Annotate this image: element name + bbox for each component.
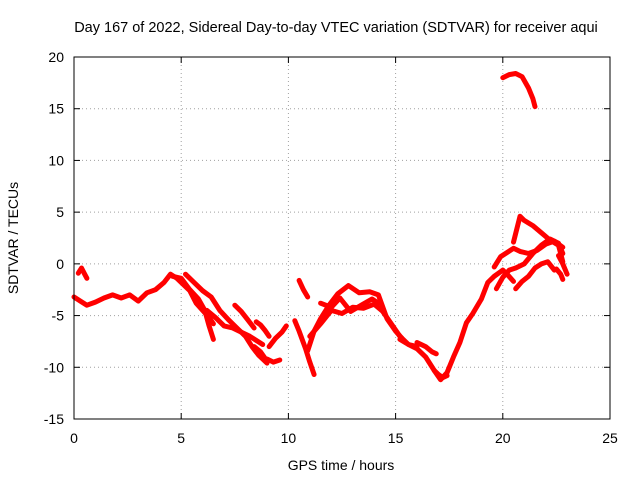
x-axis-label: GPS time / hours	[288, 457, 395, 473]
x-tick-label: 25	[602, 430, 618, 446]
y-tick-label: -15	[44, 411, 64, 427]
y-tick-label: 15	[48, 101, 64, 117]
chart-title: Day 167 of 2022, Sidereal Day-to-day VTE…	[74, 20, 598, 36]
y-axis-label: SDTVAR / TECUs	[5, 182, 21, 294]
series-track-11	[292, 318, 317, 377]
series-track-9	[264, 356, 283, 365]
x-tick-label: 5	[177, 430, 185, 446]
series-track-7	[253, 319, 272, 339]
x-tick-label: 15	[388, 430, 404, 446]
series-track-18	[431, 367, 450, 381]
y-tick-label: 0	[56, 256, 64, 272]
series-track-2	[75, 265, 90, 281]
y-tick-label: -10	[44, 359, 64, 375]
series-track-24	[553, 266, 566, 282]
x-tick-label: 0	[70, 430, 78, 446]
y-tick-label: -5	[52, 308, 65, 324]
x-tick-label: 20	[495, 430, 511, 446]
y-tick-label: 5	[56, 204, 64, 220]
series-track-3	[170, 273, 216, 342]
plot-frame	[73, 56, 611, 420]
x-tick-label: 10	[281, 430, 297, 446]
series-track-10	[266, 323, 289, 350]
y-tick-label: 10	[48, 152, 64, 168]
series-track-5	[204, 307, 266, 347]
series-track-1	[71, 271, 216, 327]
series-track-23	[556, 253, 570, 277]
y-axis-ticks: -15 -10 -5 0 5 10 15 20	[44, 49, 610, 427]
series-track-22	[513, 259, 557, 292]
data-series	[71, 71, 570, 383]
series-track-6	[232, 302, 257, 331]
series-track-16	[397, 267, 516, 383]
y-tick-label: 20	[48, 49, 64, 65]
series-track-17	[414, 340, 439, 357]
series-track-21	[511, 213, 566, 265]
series-track-19	[491, 238, 566, 270]
series-track-15	[318, 295, 381, 314]
x-axis-ticks: 0 5 10 15 20 25	[70, 57, 618, 446]
grid	[74, 57, 610, 419]
series-track-12	[296, 277, 311, 300]
series-track-25	[500, 71, 538, 110]
